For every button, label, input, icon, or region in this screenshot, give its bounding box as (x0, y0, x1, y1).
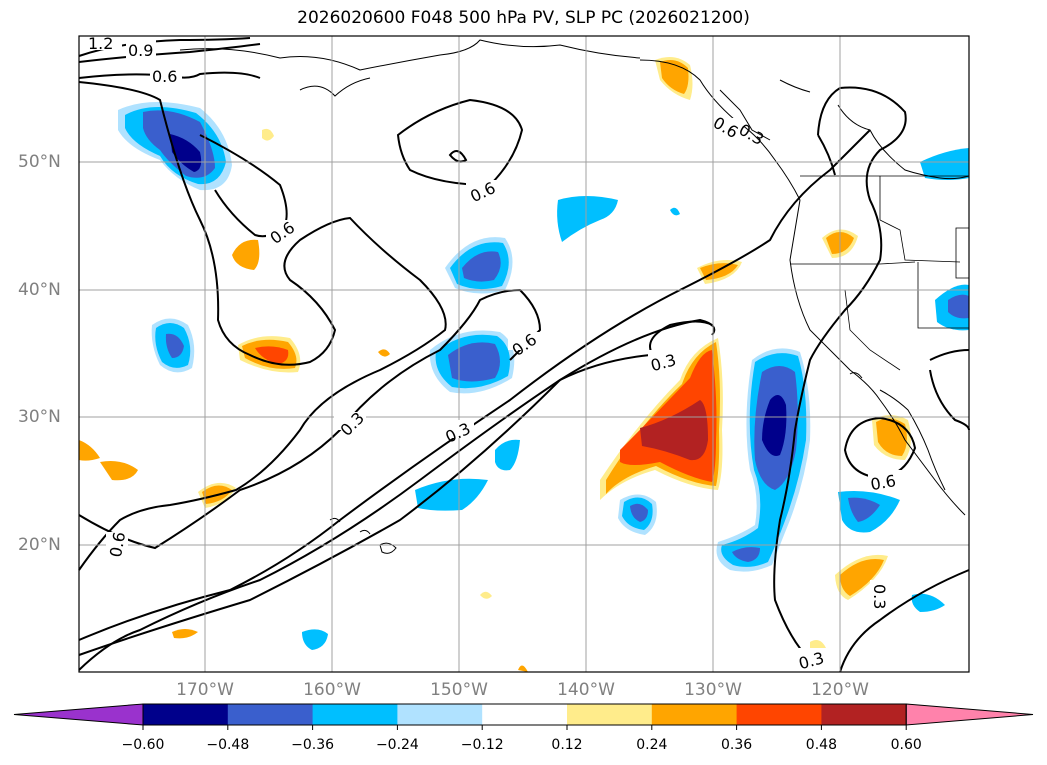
pv-negative-blob (716, 348, 811, 572)
pv-positive-blob (172, 629, 198, 639)
contour-label: 0.9 (128, 41, 153, 60)
pv-negative-blob (302, 629, 328, 650)
map-title: 2026020600 F048 500 hPa PV, SLP PC (2026… (297, 8, 750, 28)
colorbar-tick-label: −0.24 (375, 737, 419, 753)
pv-positive-blob (262, 128, 274, 141)
colorbar-segment (482, 704, 568, 725)
pv-negative-blob (948, 294, 969, 319)
islands (329, 372, 863, 554)
colorbar-segment (821, 704, 907, 725)
colorbar-segment (143, 704, 229, 725)
colorbar-segment (397, 704, 483, 725)
lon-label: 130°W (684, 680, 742, 700)
pv-negative-blob (670, 207, 680, 216)
colorbar-segment (312, 704, 398, 725)
pv-negative-blob (118, 101, 232, 191)
colorbar-extend-low (13, 703, 144, 726)
lon-label: 150°W (430, 680, 488, 700)
pv-positive-blob (840, 559, 884, 596)
pv-negative-blob (557, 196, 618, 242)
graticule (79, 36, 969, 672)
lat-label: 30°N (18, 407, 61, 427)
lon-label: 170°W (176, 680, 234, 700)
colorbar-segment (567, 704, 653, 725)
colorbar (13, 703, 1034, 730)
colorbar-frame (142, 703, 907, 726)
colorbar-tick-label: 0.48 (805, 737, 837, 753)
pv-negative-blob (429, 330, 515, 394)
pv-negative-blob (495, 439, 520, 471)
lon-label: 140°W (557, 680, 615, 700)
contour-label: 0.6 (152, 67, 177, 86)
pv-positive-blob (232, 239, 260, 270)
colorbar-segment (227, 704, 314, 725)
pv-positive-blob (876, 418, 907, 456)
colorbar-tick-label: −0.48 (206, 737, 250, 753)
lon-label: 120°W (811, 680, 869, 700)
pv-positive-blob (238, 336, 301, 373)
colorbar-tick-label: 0.60 (890, 737, 922, 753)
pv-positive-blob (600, 338, 723, 500)
pv-negative-blob (151, 318, 195, 373)
pv-positive-blob (378, 349, 390, 357)
colorbar-tick-label: 0.36 (721, 737, 753, 753)
pv-positive-blob (79, 440, 100, 461)
colorbar-tick-label: 0.12 (551, 737, 583, 753)
map-background (79, 36, 969, 672)
lat-label: 50°N (18, 152, 61, 172)
colorbar-tick-label: −0.36 (291, 737, 335, 753)
pv-negative-blob (618, 494, 657, 535)
pv-negative-blob (920, 148, 969, 180)
contour-label: 1.2 (88, 34, 113, 53)
contour-label: 0.6 (106, 530, 129, 558)
lat-label: 40°N (18, 280, 61, 300)
pv-negative-blob (415, 478, 488, 511)
pv-positive-blob (660, 60, 689, 94)
contour-label: 0.3 (870, 584, 889, 609)
colorbar-extend-high (905, 703, 1034, 726)
pv-shading (79, 56, 969, 672)
coastlines (179, 39, 970, 516)
colorbar-tick-label: 0.24 (636, 737, 668, 753)
lon-label: 160°W (303, 680, 361, 700)
colorbar-tick-label: −0.12 (460, 737, 504, 753)
map-frame (78, 35, 970, 673)
pv-negative-blob (848, 497, 880, 522)
pv-negative-blob (911, 593, 945, 612)
colorbar-segment (736, 704, 822, 725)
contour-label: 0.6 (869, 471, 897, 494)
contour-labels: 1.2 0.9 0.6 0.6 0.6 0.6 0.3 0.3 0.3 0.6 … (86, 34, 902, 673)
colorbar-segment (651, 704, 738, 725)
slp-contours (78, 37, 970, 673)
colorbar-tick-label: −0.60 (121, 737, 165, 753)
pv-positive-blob (100, 461, 138, 481)
pv-positive-blob (480, 591, 492, 599)
lat-label: 20°N (18, 535, 61, 555)
pv-negative-blob (445, 237, 513, 294)
pv-positive-blob (518, 665, 528, 672)
